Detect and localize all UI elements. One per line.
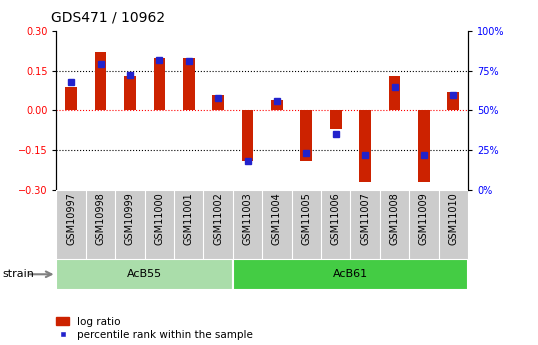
Text: GSM11008: GSM11008 [390, 192, 400, 245]
Text: GSM11010: GSM11010 [448, 192, 458, 245]
Bar [124, 76, 136, 110]
Bar [271, 100, 283, 110]
Text: GSM11002: GSM11002 [213, 192, 223, 245]
Text: GDS471 / 10962: GDS471 / 10962 [51, 10, 165, 24]
Text: GSM11005: GSM11005 [301, 192, 312, 245]
Text: GSM11001: GSM11001 [184, 192, 194, 245]
Bar [183, 58, 195, 110]
Text: GSM11009: GSM11009 [419, 192, 429, 245]
Text: AcB55: AcB55 [127, 269, 162, 279]
Bar [56, 259, 233, 290]
Bar [213, 95, 224, 110]
Bar [95, 52, 107, 110]
Bar [448, 92, 459, 110]
Text: GSM11003: GSM11003 [243, 192, 252, 245]
Bar [242, 110, 253, 161]
Legend: log ratio, percentile rank within the sample: log ratio, percentile rank within the sa… [56, 317, 253, 340]
Text: GSM10998: GSM10998 [96, 192, 105, 245]
Text: GSM11006: GSM11006 [331, 192, 341, 245]
Bar [153, 58, 165, 110]
Bar [65, 87, 77, 110]
Text: AcB61: AcB61 [333, 269, 368, 279]
Text: GSM11000: GSM11000 [154, 192, 165, 245]
Text: GSM11004: GSM11004 [272, 192, 282, 245]
Bar [359, 110, 371, 182]
Text: GSM10999: GSM10999 [125, 192, 135, 245]
Bar [388, 76, 400, 110]
Text: GSM10997: GSM10997 [66, 192, 76, 245]
Bar [301, 110, 312, 161]
Bar [233, 259, 468, 290]
Bar [418, 110, 430, 182]
Text: strain: strain [3, 269, 34, 279]
Bar [330, 110, 342, 129]
Text: GSM11007: GSM11007 [360, 192, 370, 245]
